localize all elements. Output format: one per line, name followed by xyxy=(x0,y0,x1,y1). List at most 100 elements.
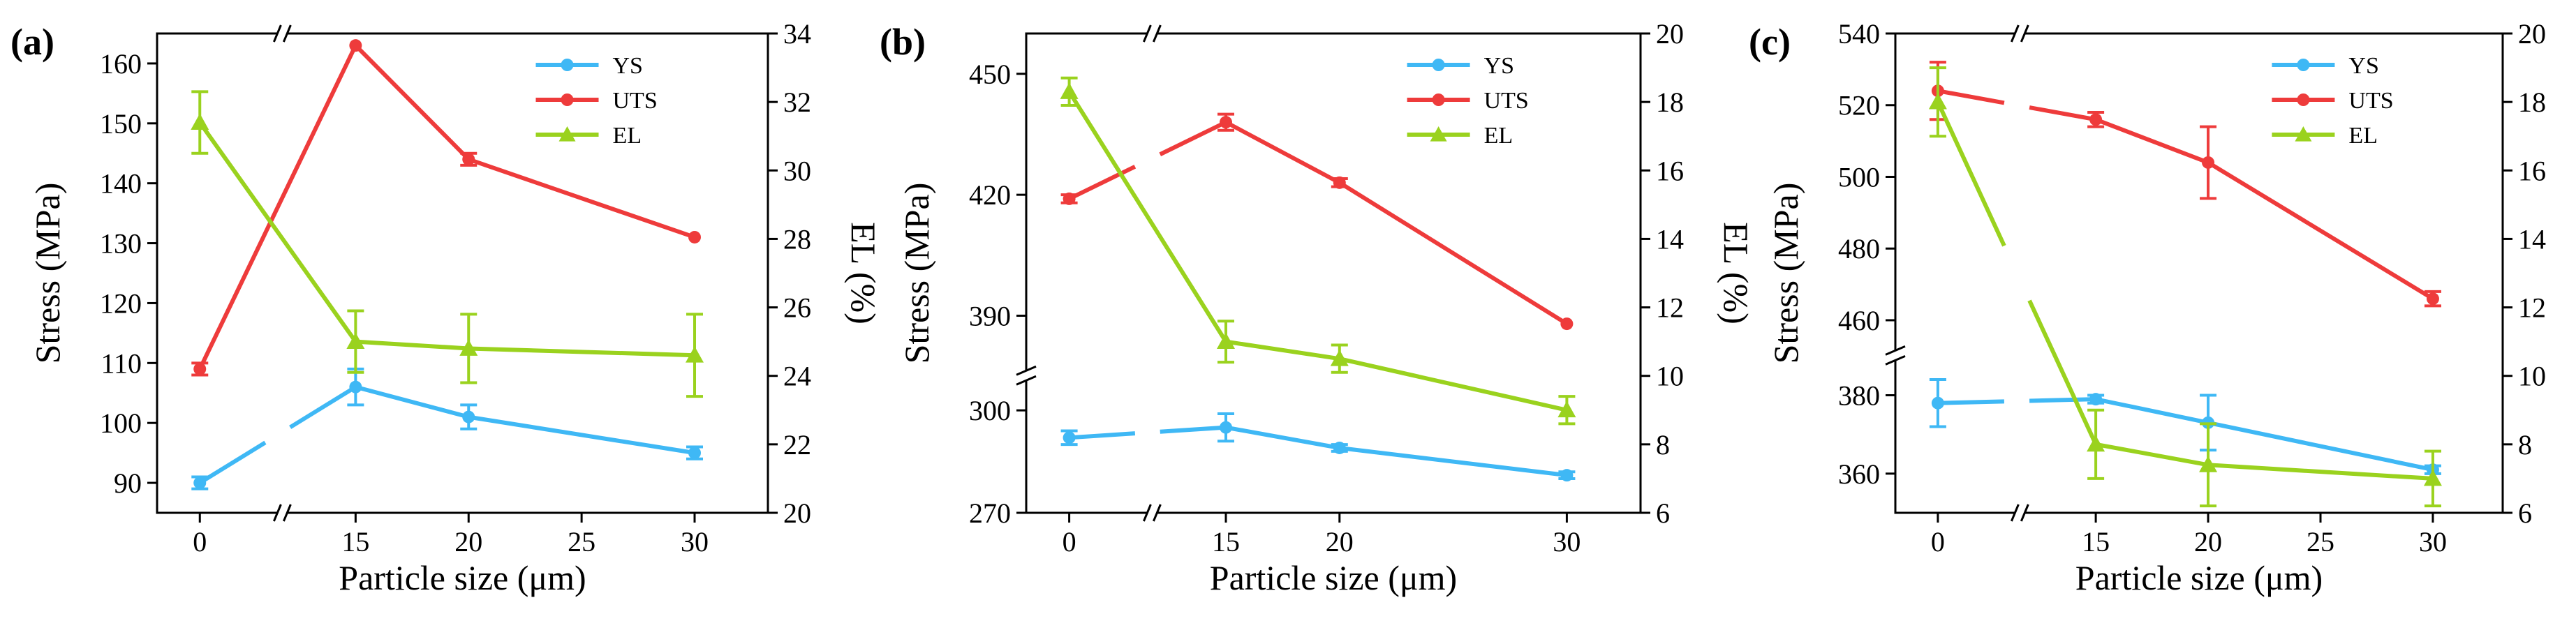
right-tick-label: 34 xyxy=(783,18,811,50)
x-tick-label: 0 xyxy=(193,526,207,557)
x-axis-break-top-stroke-1 xyxy=(2010,24,2020,43)
y-axis-title-left: Stress (MPa) xyxy=(897,183,936,364)
left-tick-label: 500 xyxy=(1838,161,1880,193)
legend-marker-circle xyxy=(561,59,574,71)
left-tick-label: 160 xyxy=(100,48,142,80)
series-line-segment xyxy=(1937,89,2005,105)
right-tick-label: 10 xyxy=(2518,361,2546,392)
left-tick-label: 140 xyxy=(100,168,142,200)
left-tick-label: 300 xyxy=(969,395,1011,426)
series-line-segment xyxy=(2029,397,2096,403)
data-point-triangle xyxy=(1060,82,1079,99)
series-el xyxy=(1060,76,1576,426)
x-tick-label: 15 xyxy=(2082,526,2110,557)
series-el xyxy=(1928,66,2442,508)
x-axis-break-top-stroke-2 xyxy=(2020,24,2029,43)
data-point-triangle xyxy=(459,339,478,356)
right-tick-label: 26 xyxy=(783,292,811,324)
series-line-segment xyxy=(1338,181,1568,326)
data-point-circle xyxy=(2202,156,2215,169)
x-axis-break-bottom-stroke-2 xyxy=(2020,504,2029,522)
left-tick-label: 480 xyxy=(1838,233,1880,264)
right-tick-label: 28 xyxy=(783,223,811,255)
legend-item-uts: UTS xyxy=(1407,88,1529,114)
data-point-circle xyxy=(193,362,207,375)
series-line-segment xyxy=(468,414,695,456)
legend-marker-circle xyxy=(2297,59,2310,71)
series-line-segment xyxy=(2207,463,2434,481)
series-line-segment xyxy=(2207,420,2434,472)
right-tick-label: 6 xyxy=(1656,497,1670,529)
series-uts xyxy=(1929,61,2441,308)
series-line-segment xyxy=(1067,90,1228,343)
legend-marker-triangle xyxy=(1430,126,1447,142)
series-line-segment xyxy=(2095,117,2209,165)
y-axis-title-left: Stress (MPa) xyxy=(28,183,67,364)
left-tick-label: 100 xyxy=(100,407,142,439)
x-tick-label: 25 xyxy=(2307,526,2334,557)
plot-frame xyxy=(1894,32,2504,514)
x-tick-label: 20 xyxy=(1326,526,1354,557)
right-tick-label: 18 xyxy=(2518,87,2546,118)
y-axis-break-left xyxy=(1016,365,1037,386)
data-point-triangle xyxy=(1217,332,1235,350)
series-ys xyxy=(1929,378,2441,477)
series-uts xyxy=(191,39,701,377)
data-point-triangle xyxy=(2199,456,2218,472)
series-line-segment xyxy=(1069,431,1136,440)
data-point-circle xyxy=(349,380,362,394)
x-axis-break-bottom xyxy=(2010,503,2029,523)
legend-item-uts: UTS xyxy=(2272,88,2394,114)
y-axis-break-left xyxy=(1885,345,1906,366)
x-tick-label: 15 xyxy=(341,526,369,557)
legend-item-ys: YS xyxy=(1407,53,1514,79)
series-line-segment xyxy=(468,157,695,239)
right-tick-label: 12 xyxy=(2518,292,2546,324)
series-line-segment xyxy=(1159,120,1227,156)
series-line-segment xyxy=(198,121,357,343)
series-line-segment xyxy=(289,385,357,429)
left-tick-label: 150 xyxy=(100,108,142,140)
legend-marker-triangle xyxy=(558,126,576,142)
series-line-segment xyxy=(2027,299,2098,446)
right-tick-label: 6 xyxy=(2518,497,2532,529)
y-axis-title-right: EL (%) xyxy=(844,222,883,324)
left-tick-label: 460 xyxy=(1838,305,1880,336)
series-line-segment xyxy=(1937,399,2004,405)
x-axis-break-top-gap xyxy=(277,24,288,43)
x-axis-break-top-stroke-2 xyxy=(1153,24,1162,43)
legend-item-el: EL xyxy=(535,123,642,149)
panel-3: (c) 0 15 20 25 30 360 380 460 480 500 520 540 6 8 10 12 1… xyxy=(1749,18,2546,597)
left-tick-label: 380 xyxy=(1838,380,1880,412)
legend-label: UTS xyxy=(1484,88,1529,114)
y-axis-break-left-stroke-2 xyxy=(1016,375,1037,386)
right-tick-label: 14 xyxy=(1656,223,1684,255)
x-tick-label: 0 xyxy=(1063,526,1076,557)
left-tick-label: 420 xyxy=(969,179,1011,211)
panel-label: (c) xyxy=(1749,21,1791,63)
x-axis-break-bottom-stroke-2 xyxy=(282,504,292,522)
legend-label: YS xyxy=(1484,53,1514,79)
right-tick-label: 8 xyxy=(1656,429,1670,460)
data-point-circle xyxy=(1560,317,1574,331)
data-point-triangle xyxy=(2423,469,2442,486)
panel-2: (b)0 15 20 3027030039042045068101214161820P… xyxy=(880,18,1756,597)
data-point-circle xyxy=(2089,393,2103,406)
series-uts xyxy=(1060,112,1574,331)
series-line-segment xyxy=(2207,160,2434,301)
data-point-triangle xyxy=(1330,350,1349,366)
x-axis-break-top-gap xyxy=(1147,24,1157,43)
left-tick-label: 90 xyxy=(114,467,142,499)
right-tick-label: 20 xyxy=(783,497,811,529)
legend-label: YS xyxy=(613,53,643,79)
legend-marker-triangle xyxy=(2295,126,2312,142)
data-point-circle xyxy=(349,39,362,52)
y-axis-title-left: Stress (MPa) xyxy=(1766,183,1805,364)
data-point-circle xyxy=(1333,176,1346,189)
x-axis-break-bottom-gap xyxy=(2015,503,2025,523)
right-tick-label: 20 xyxy=(1656,18,1684,50)
data-point-circle xyxy=(1931,396,1944,410)
series-line-segment xyxy=(468,346,695,358)
left-tick-label: 450 xyxy=(969,59,1011,90)
